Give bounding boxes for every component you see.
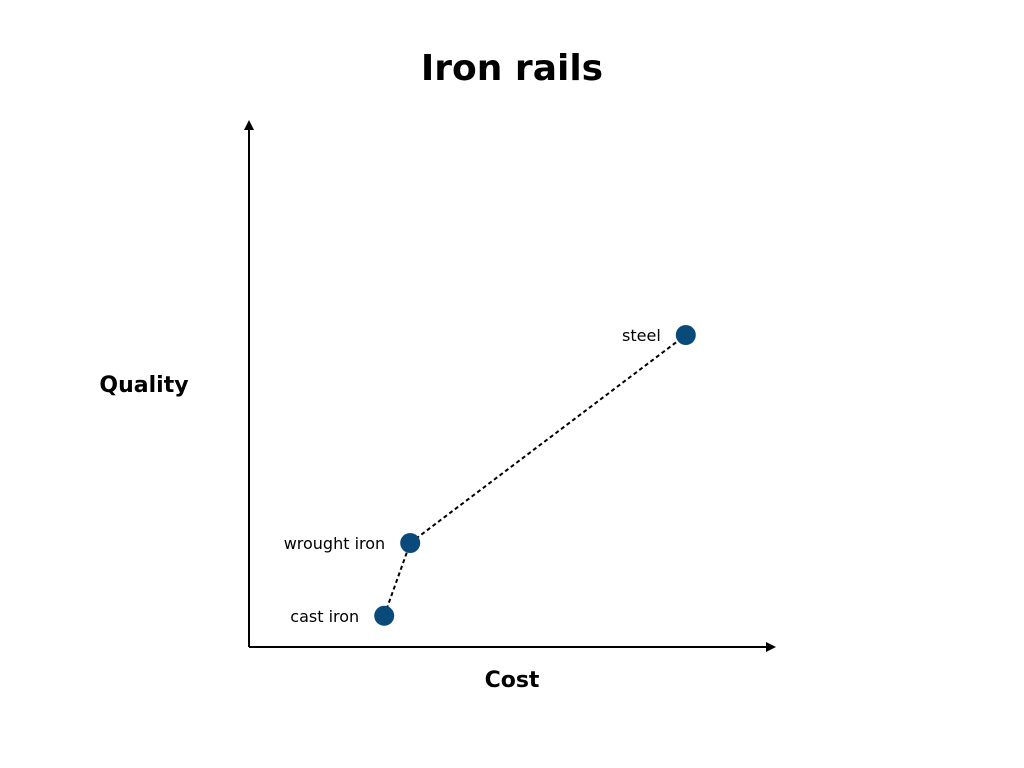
x-axis-label: Cost <box>485 668 540 693</box>
connector-line <box>409 334 687 544</box>
data-points <box>374 325 696 626</box>
connector-line <box>383 542 412 617</box>
chart-title: Iron rails <box>421 48 603 89</box>
point-label: steel <box>622 326 661 345</box>
data-point <box>374 605 395 626</box>
connector-lines <box>383 334 687 617</box>
point-labels: cast iron wrought iron steel <box>284 326 661 626</box>
data-point <box>400 533 421 553</box>
data-point <box>675 325 696 345</box>
point-label: cast iron <box>290 607 359 626</box>
y-axis-label: Quality <box>99 373 188 398</box>
point-label: wrought iron <box>284 534 386 553</box>
